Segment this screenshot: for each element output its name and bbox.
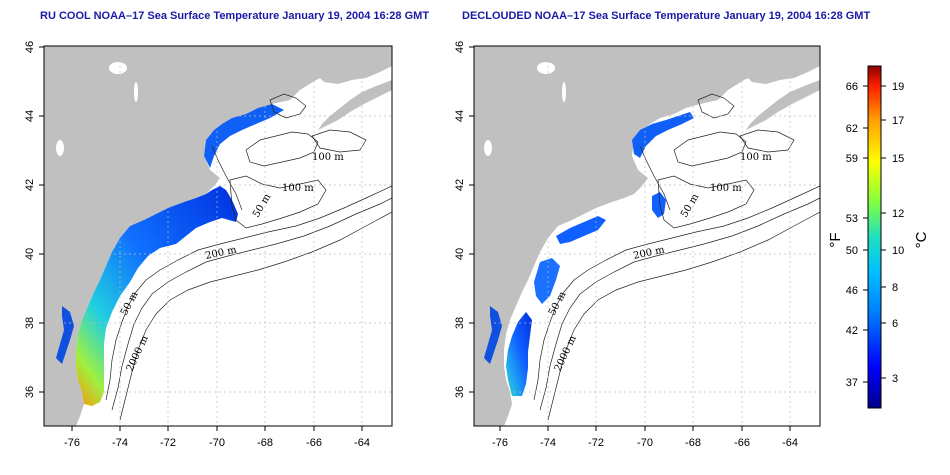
newfoundland-land [738,46,820,84]
x-tick-label: -68 [257,437,273,449]
x-tick-label: -70 [637,437,653,449]
y-tick-label: 46 [24,41,36,53]
north-america-land [44,46,392,426]
fahrenheit-tick-label: 50 [846,245,858,257]
celsius-unit-label: °C [913,231,930,248]
temperature-colorbar: 66 62 59 53 50 46 42 37 19 17 15 12 10 8… [827,65,930,409]
y-tick-label: 44 [454,110,466,122]
sst-longisland-patch [556,216,606,244]
sst-georges-patch [652,192,666,218]
x-tick-label: -74 [540,437,556,449]
y-tick-label: 44 [24,110,36,122]
y-tick-label: 46 [454,41,466,53]
fahrenheit-unit-label: °F [827,232,844,247]
fahrenheit-tick-label: 66 [846,81,858,93]
right-map-frame [473,45,821,427]
graticule [474,46,820,426]
fahrenheit-tick-label: 37 [846,377,858,389]
y-tick-label: 38 [454,317,466,329]
right-map-panel: 100 m 100 m 50 m 200 m 50 m 2000 m -76 -… [454,41,821,449]
celsius-tick-label: 17 [892,115,904,127]
x-tick-label: -66 [734,437,750,449]
colorbar-gradient [867,65,882,409]
sst-gulf-of-maine-band [204,104,284,168]
nova-scotia-land [746,80,820,130]
y-tick-label: 38 [24,317,36,329]
x-tick-label: -68 [685,437,701,449]
lake [56,140,64,156]
fahrenheit-tick-label: 42 [846,325,858,337]
contour-label: 100 m [282,183,314,194]
x-tick-label: -76 [64,437,80,449]
nova-scotia-land [318,80,392,130]
newfoundland-land [310,46,392,84]
lake [562,82,566,102]
x-tick-label: -64 [354,437,370,449]
chesapeake-bay [484,306,502,364]
chesapeake-bay [56,306,74,364]
y-tick-label: 40 [454,248,466,260]
lake [537,62,555,74]
contour-label: 100 m [710,183,742,194]
celsius-tick-label: 15 [892,153,904,165]
y-tick-label: 36 [24,386,36,398]
sst-gulf-of-maine-patch [632,112,694,158]
x-tick-label: -72 [588,437,604,449]
bathymetry-contours [105,93,392,421]
celsius-tick-label: 8 [892,282,898,294]
y-tick-label: 36 [454,386,466,398]
bathymetry-contours [533,93,820,421]
x-tick-label: -70 [209,437,225,449]
fahrenheit-tick-label: 46 [846,285,858,297]
sst-coastal-patch-mid [534,258,560,304]
left-map-frame [43,45,393,427]
lake [109,62,127,74]
x-tick-label: -74 [112,437,128,449]
right-axis-ticks [469,46,791,431]
graticule [44,46,392,426]
x-tick-label: -76 [492,437,508,449]
celsius-tick-label: 12 [892,208,904,220]
lake [484,140,492,156]
celsius-tick-label: 10 [892,245,904,257]
contour-label: 100 m [312,152,344,163]
x-tick-label: -72 [160,437,176,449]
y-tick-label: 40 [24,248,36,260]
left-map-panel: 100 m 100 m 50 m 200 m 50 m 2000 m -76 -… [24,41,393,449]
fahrenheit-tick-label: 62 [846,123,858,135]
colorbar-ticks [863,85,886,383]
left-panel-title: RU COOL NOAA–17 Sea Surface Temperature … [40,10,430,22]
x-tick-label: -64 [782,437,798,449]
fahrenheit-tick-label: 59 [846,153,858,165]
celsius-tick-label: 3 [892,373,898,385]
contour-label: 100 m [740,152,772,163]
right-panel-title: DECLOUDED NOAA–17 Sea Surface Temperatur… [462,10,871,22]
sst-coastal-patch-south [506,312,532,396]
y-tick-label: 42 [24,179,36,191]
north-america-land [474,46,820,426]
lake [134,82,138,102]
y-tick-label: 42 [454,179,466,191]
left-axis-ticks [39,46,363,431]
fahrenheit-tick-label: 53 [846,213,858,225]
celsius-tick-label: 19 [892,81,904,93]
sst-coastal-band [76,186,238,406]
x-tick-label: -66 [306,437,322,449]
celsius-tick-label: 6 [892,318,898,330]
